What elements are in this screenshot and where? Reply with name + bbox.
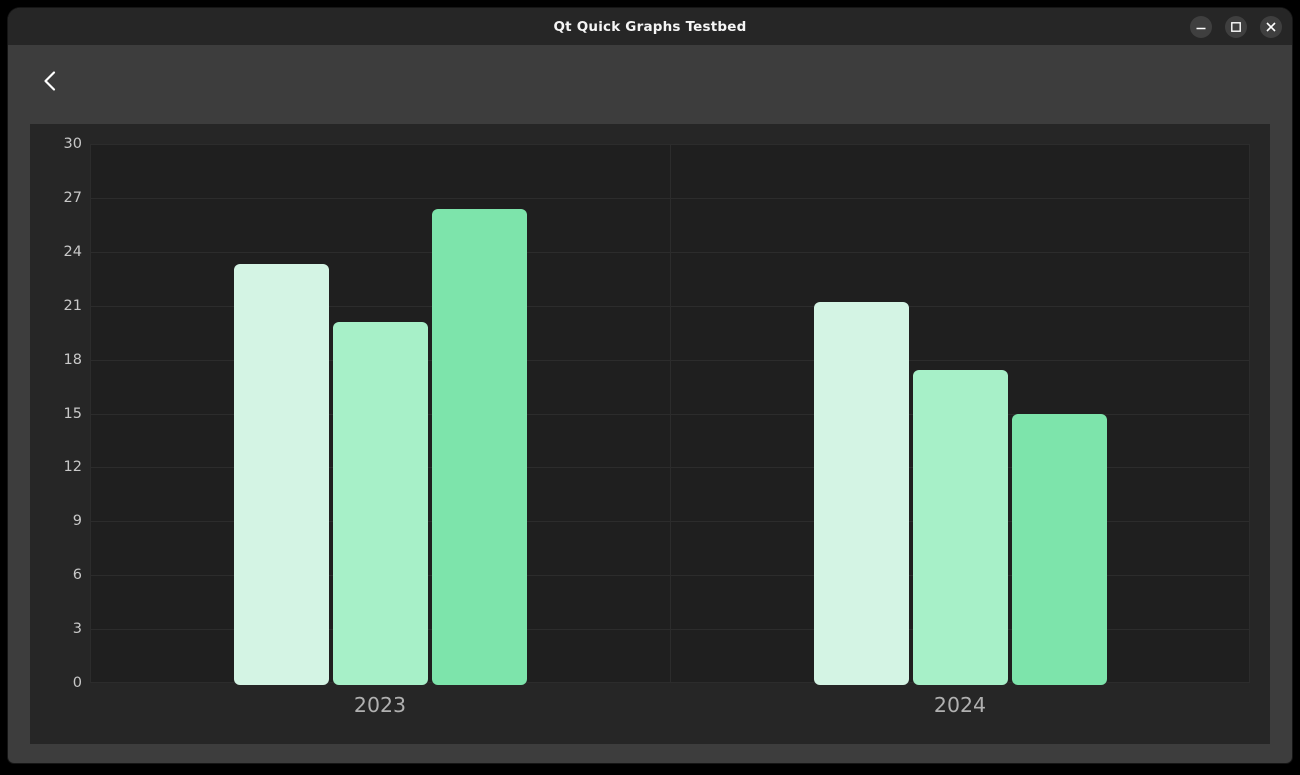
- y-tick-label: 27: [63, 189, 82, 206]
- maximize-button[interactable]: [1225, 15, 1247, 38]
- bar-2023-series1[interactable]: [233, 264, 329, 685]
- gridline-vertical: [670, 144, 671, 683]
- window-controls: [1190, 8, 1282, 45]
- app-window: Qt Quick Graphs Testbed: [8, 8, 1292, 763]
- close-icon: [1265, 21, 1277, 33]
- y-tick-label: 30: [63, 136, 82, 152]
- titlebar[interactable]: Qt Quick Graphs Testbed: [8, 8, 1292, 45]
- bar-2023-series3[interactable]: [431, 208, 527, 685]
- window-title: Qt Quick Graphs Testbed: [553, 18, 747, 35]
- bar-2023-series2[interactable]: [332, 321, 428, 685]
- y-tick-label: 12: [63, 459, 82, 476]
- minimize-button[interactable]: [1190, 15, 1212, 38]
- bar-chart: 0 3 6 9 12 15 18 21 24 27 30 2023 2024: [30, 124, 1270, 744]
- y-tick-label: 0: [72, 675, 82, 691]
- y-tick-label: 3: [72, 621, 82, 638]
- close-button[interactable]: [1260, 15, 1282, 38]
- minimize-icon: [1195, 21, 1207, 33]
- bar-2024-series1[interactable]: [813, 302, 909, 685]
- back-button[interactable]: [32, 64, 68, 100]
- bar-2024-series3[interactable]: [1011, 413, 1107, 685]
- gridline-vertical: [90, 144, 91, 683]
- y-tick-label: 21: [63, 297, 82, 314]
- maximize-icon: [1230, 21, 1242, 33]
- y-tick-label: 9: [72, 513, 82, 530]
- y-tick-label: 6: [72, 567, 82, 584]
- y-tick-label: 18: [63, 351, 82, 368]
- gridline-vertical: [1249, 144, 1250, 683]
- back-chevron-icon: [42, 70, 58, 95]
- x-category-label: 2023: [353, 693, 407, 717]
- y-tick-label: 15: [63, 405, 82, 422]
- bar-2024-series2[interactable]: [912, 370, 1008, 685]
- plot-area: [90, 144, 1250, 685]
- x-category-label: 2024: [933, 693, 987, 717]
- y-tick-label: 24: [63, 243, 82, 260]
